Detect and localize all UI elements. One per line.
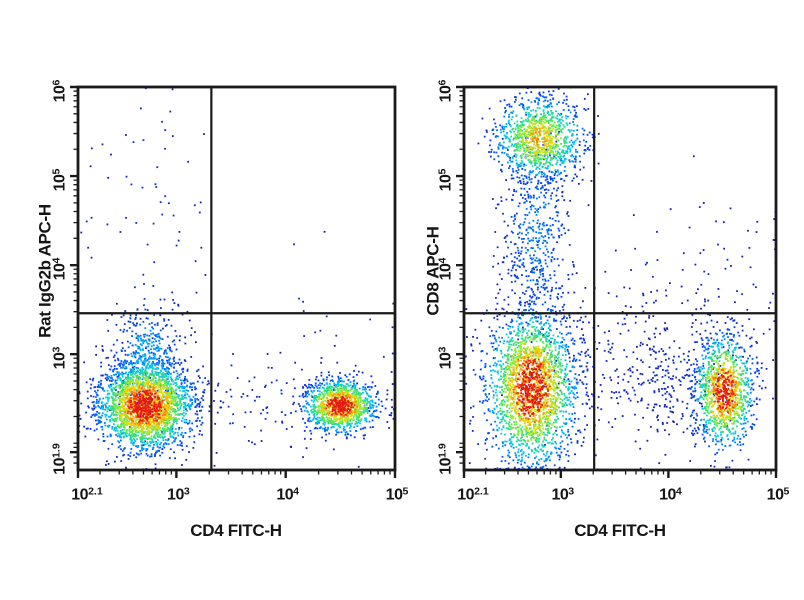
x-tick-label: 104 [276,485,300,504]
y-tick-label: 103 [50,346,69,370]
x-tick-label: 102.1 [71,485,103,504]
x-tick-label: 102.1 [457,485,489,504]
y-tick-label: 101.9 [50,443,69,475]
x-tick-label: 103 [551,485,575,504]
left-plot-y-axis-title: Rat IgG2b APC-H [35,204,55,338]
left-plot-x-axis-title: CD4 FITC-H [190,521,282,540]
y-tick-label: 105 [436,168,455,192]
x-tick-label: 103 [167,485,190,504]
y-tick-label: 105 [50,168,69,192]
y-tick-label: 106 [436,79,455,103]
y-tick-label: 106 [50,79,69,103]
right-plot-y-axis-title: CD8 APC-H [423,226,443,316]
y-tick-label: 101.9 [436,443,455,475]
y-tick-label: 103 [436,346,455,370]
right-plot-x-axis-title: CD4 FITC-H [574,521,666,540]
x-tick-label: 105 [766,485,790,504]
x-tick-label: 105 [385,485,409,504]
x-tick-label: 104 [659,485,682,504]
